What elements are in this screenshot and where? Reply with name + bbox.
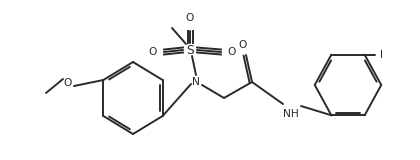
Text: O: O: [64, 78, 72, 88]
Text: O: O: [186, 13, 194, 23]
Text: O: O: [149, 47, 157, 57]
Text: O: O: [239, 40, 247, 50]
Text: N: N: [192, 77, 200, 87]
Text: O: O: [228, 47, 236, 57]
Text: I: I: [380, 50, 383, 60]
Text: S: S: [186, 44, 194, 56]
Text: NH: NH: [283, 109, 299, 119]
